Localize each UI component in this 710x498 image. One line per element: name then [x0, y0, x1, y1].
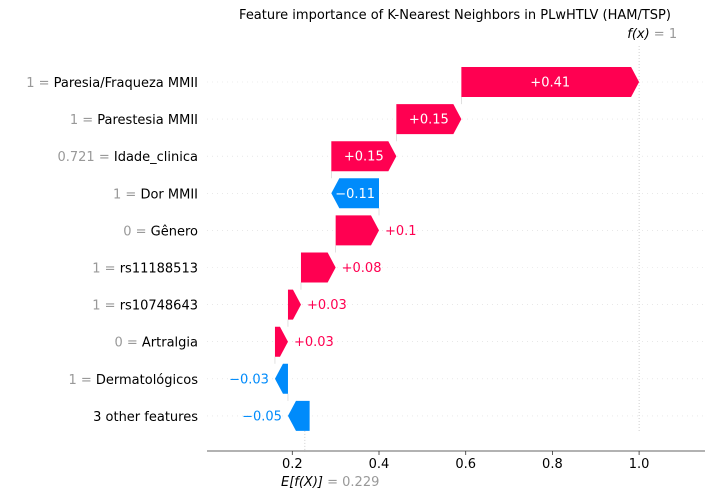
feature-value: 1 =	[26, 76, 53, 91]
contribution-label: +0.1	[385, 224, 417, 239]
feature-label: 0 = Artralgia	[114, 335, 198, 350]
feature-name: Parestesia MMII	[97, 113, 198, 128]
x-tick-label: 0.2	[282, 457, 303, 472]
bars: +0.41 +0.15 +0.15 −0.11 +0.1 +0.08 +0.03 +0.03 −…	[229, 67, 640, 431]
base-value-label: E[f(X)] = 0.229	[281, 475, 379, 490]
x-tick-label: 1.0	[629, 457, 650, 472]
feature-name: Gênero	[151, 224, 198, 239]
contribution-label: +0.41	[530, 76, 570, 91]
contribution-label: −0.11	[335, 187, 375, 202]
feature-value: 1 =	[70, 113, 97, 128]
feature-value: 1 =	[68, 372, 95, 387]
feature-label: 0.721 = Idade_clinica	[57, 150, 198, 165]
feature-value: 0 =	[123, 224, 150, 239]
waterfall-bar	[331, 178, 379, 209]
fx-label: f(x) = 1	[627, 27, 677, 42]
feature-label: 1 = Dermatológicos	[68, 372, 198, 387]
base-value-annotation: E[f(X)] = 0.229	[281, 475, 379, 490]
contribution-label: −0.03	[229, 372, 269, 387]
fx-annotation: f(x) = 1	[627, 27, 677, 42]
feature-label: 1 = Paresia/Fraqueza MMII	[26, 76, 198, 91]
waterfall-bar	[274, 363, 288, 394]
waterfall-bar	[335, 215, 379, 246]
waterfall-bar	[461, 67, 640, 97]
contribution-label: +0.03	[294, 335, 334, 350]
contribution-label: +0.03	[307, 298, 347, 313]
feature-label: 0 = Gênero	[123, 224, 198, 239]
feature-label: 3 other features	[93, 409, 198, 424]
feature-name: 3 other features	[93, 409, 198, 424]
contribution-label: +0.08	[342, 261, 382, 276]
x-tick-label: 0.4	[369, 457, 390, 472]
waterfall-bar	[396, 104, 462, 135]
feature-label: 1 = rs11188513	[92, 261, 198, 276]
feature-value: 1 =	[113, 187, 140, 202]
x-tick-label: 0.6	[455, 457, 476, 472]
contribution-label: +0.15	[409, 113, 449, 128]
feature-name: rs10748643	[120, 298, 198, 313]
feature-name: Artralgia	[142, 335, 198, 350]
feature-value: 0 =	[114, 335, 141, 350]
waterfall-bar	[287, 400, 310, 431]
feature-value: 1 =	[92, 261, 119, 276]
feature-name: Dermatológicos	[96, 372, 198, 387]
waterfall-bar	[274, 326, 288, 357]
feature-name: Idade_clinica	[114, 150, 198, 165]
chart-title: Feature importance of K-Nearest Neighbor…	[239, 8, 671, 23]
waterfall-bar	[300, 252, 336, 283]
feature-name: rs11188513	[120, 261, 198, 276]
feature-name: Paresia/Fraqueza MMII	[54, 76, 198, 91]
feature-value: 1 =	[92, 298, 119, 313]
contribution-label: −0.05	[242, 409, 282, 424]
contribution-label: +0.15	[344, 150, 384, 165]
x-axis: 0.2 0.4 0.6 0.8 1.0	[207, 450, 705, 472]
feature-label: 1 = Parestesia MMII	[70, 113, 198, 128]
feature-label: 1 = rs10748643	[92, 298, 198, 313]
feature-value: 0.721 =	[57, 150, 113, 165]
waterfall-bar	[287, 289, 301, 320]
waterfall-bar	[331, 141, 397, 172]
feature-name: Dor MMII	[140, 187, 198, 202]
feature-label: 1 = Dor MMII	[113, 187, 198, 202]
x-tick-label: 0.8	[542, 457, 563, 472]
